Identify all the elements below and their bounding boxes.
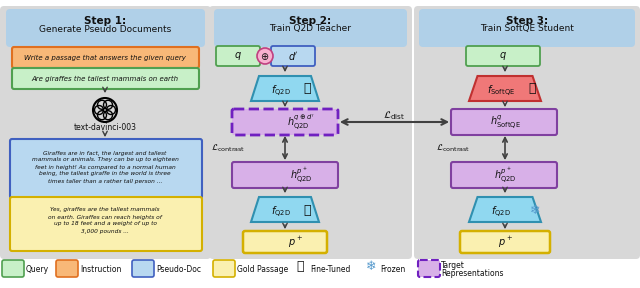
Text: Step 2:: Step 2: xyxy=(289,16,331,26)
Text: $\mathcal{L}_{\mathrm{contrast}}$: $\mathcal{L}_{\mathrm{contrast}}$ xyxy=(211,142,245,154)
Text: Representations: Representations xyxy=(441,268,504,278)
Polygon shape xyxy=(251,76,319,101)
Text: $h_{\mathrm{Q2D}}^{p^+}$: $h_{\mathrm{Q2D}}^{p^+}$ xyxy=(493,165,516,185)
FancyBboxPatch shape xyxy=(271,46,315,66)
Text: $\oplus$: $\oplus$ xyxy=(260,50,269,62)
FancyBboxPatch shape xyxy=(451,109,557,135)
Text: $f_{\mathrm{Q2D}}$: $f_{\mathrm{Q2D}}$ xyxy=(491,204,511,219)
Text: $f_{\mathrm{SoftQE}}$: $f_{\mathrm{SoftQE}}$ xyxy=(487,84,515,98)
Text: 🔥: 🔥 xyxy=(303,204,311,217)
Text: Fine-Tuned: Fine-Tuned xyxy=(310,264,350,274)
Text: $h_{\mathrm{Q2D}}^{q\oplus d^{\prime}}$: $h_{\mathrm{Q2D}}^{q\oplus d^{\prime}}$ xyxy=(287,112,315,132)
Circle shape xyxy=(257,48,273,64)
FancyBboxPatch shape xyxy=(419,9,635,47)
Text: $p^+$: $p^+$ xyxy=(497,234,513,249)
Text: $h_{\mathrm{Q2D}}^{p^+}$: $h_{\mathrm{Q2D}}^{p^+}$ xyxy=(290,165,312,185)
Text: Yes, giraffes are the tallest mammals: Yes, giraffes are the tallest mammals xyxy=(51,207,160,213)
Text: being, the tallest giraffe in the world is three: being, the tallest giraffe in the world … xyxy=(39,171,171,177)
Text: Step 1:: Step 1: xyxy=(84,16,126,26)
Text: $f_{\mathrm{Q2D}}$: $f_{\mathrm{Q2D}}$ xyxy=(271,84,291,98)
Text: Frozen: Frozen xyxy=(380,264,405,274)
FancyBboxPatch shape xyxy=(0,6,211,259)
Text: Gold Passage: Gold Passage xyxy=(237,264,288,274)
FancyBboxPatch shape xyxy=(243,231,327,253)
FancyBboxPatch shape xyxy=(216,46,260,66)
Text: mammals or animals. They can be up to eighteen: mammals or animals. They can be up to ei… xyxy=(31,158,179,162)
Text: $p^+$: $p^+$ xyxy=(287,234,303,249)
FancyBboxPatch shape xyxy=(6,9,205,47)
Text: $q$: $q$ xyxy=(499,50,507,62)
FancyBboxPatch shape xyxy=(132,260,154,277)
Text: text-davinci-003: text-davinci-003 xyxy=(74,122,136,132)
FancyBboxPatch shape xyxy=(12,47,199,68)
FancyBboxPatch shape xyxy=(232,162,338,188)
Text: Instruction: Instruction xyxy=(80,264,122,274)
Text: Query: Query xyxy=(26,264,49,274)
Text: Train Q2D Teacher: Train Q2D Teacher xyxy=(269,24,351,33)
Text: ❄: ❄ xyxy=(530,204,540,217)
FancyBboxPatch shape xyxy=(466,46,540,66)
Text: ❄: ❄ xyxy=(366,261,376,274)
FancyBboxPatch shape xyxy=(10,139,202,198)
Text: Giraffes are in fact, the largest and tallest: Giraffes are in fact, the largest and ta… xyxy=(44,151,166,156)
Text: 3,000 pounds ...: 3,000 pounds ... xyxy=(81,228,129,234)
FancyBboxPatch shape xyxy=(10,197,202,251)
Text: on earth. Giraffes can reach heights of: on earth. Giraffes can reach heights of xyxy=(48,215,162,219)
FancyBboxPatch shape xyxy=(56,260,78,277)
Polygon shape xyxy=(469,76,541,101)
FancyBboxPatch shape xyxy=(12,68,199,89)
Text: $h_{\mathrm{SoftQE}}^{q}$: $h_{\mathrm{SoftQE}}^{q}$ xyxy=(490,113,520,131)
Text: feet in height! As compared to a normal human: feet in height! As compared to a normal … xyxy=(35,164,175,170)
Text: Are giraffes the tallest mammals on earth: Are giraffes the tallest mammals on eart… xyxy=(31,75,179,82)
Text: $f_{\mathrm{Q2D}}$: $f_{\mathrm{Q2D}}$ xyxy=(271,204,291,219)
Text: up to 18 feet and a weight of up to: up to 18 feet and a weight of up to xyxy=(54,221,157,226)
FancyBboxPatch shape xyxy=(232,109,338,135)
Text: $d'$: $d'$ xyxy=(287,50,298,62)
Text: $\mathcal{L}_{\mathrm{contrast}}$: $\mathcal{L}_{\mathrm{contrast}}$ xyxy=(436,142,470,154)
Text: 🔥: 🔥 xyxy=(296,261,303,274)
FancyBboxPatch shape xyxy=(2,260,24,277)
Text: 🔥: 🔥 xyxy=(528,82,536,96)
Text: times taller than a rather tall person ...: times taller than a rather tall person .… xyxy=(48,179,162,183)
Polygon shape xyxy=(251,197,319,222)
Text: $q$: $q$ xyxy=(234,50,242,62)
FancyBboxPatch shape xyxy=(460,231,550,253)
FancyBboxPatch shape xyxy=(451,162,557,188)
FancyBboxPatch shape xyxy=(209,6,412,259)
Text: Pseudo-Doc: Pseudo-Doc xyxy=(156,264,201,274)
Text: Step 3:: Step 3: xyxy=(506,16,548,26)
Text: $\mathcal{L}_{\mathrm{dist}}$: $\mathcal{L}_{\mathrm{dist}}$ xyxy=(383,110,405,122)
Text: Generate Pseudo Documents: Generate Pseudo Documents xyxy=(39,24,171,33)
Text: Target: Target xyxy=(441,262,465,270)
Text: Write a passage that answers the given query: Write a passage that answers the given q… xyxy=(24,54,186,60)
Text: Train SoftQE Student: Train SoftQE Student xyxy=(480,24,574,33)
FancyBboxPatch shape xyxy=(418,260,440,277)
FancyBboxPatch shape xyxy=(213,260,235,277)
Text: 🔥: 🔥 xyxy=(303,82,311,96)
FancyBboxPatch shape xyxy=(414,6,640,259)
FancyBboxPatch shape xyxy=(214,9,407,47)
Polygon shape xyxy=(469,197,541,222)
